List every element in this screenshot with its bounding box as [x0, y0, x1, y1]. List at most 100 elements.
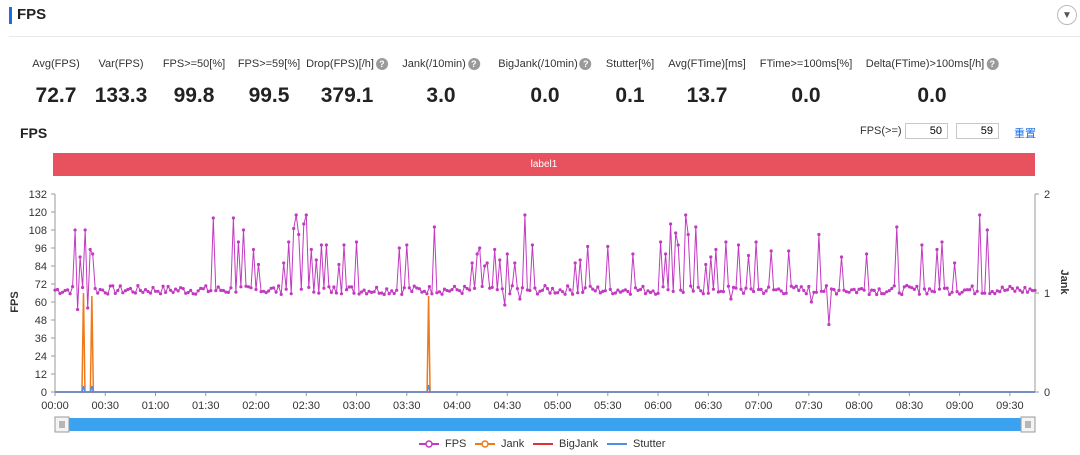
fps-point	[515, 287, 520, 291]
fps-point	[239, 285, 243, 289]
fps-point	[272, 286, 276, 290]
fps-point	[347, 285, 351, 289]
fps-point	[1018, 288, 1022, 292]
fps-point	[907, 285, 912, 289]
fps-point	[1005, 288, 1010, 292]
fps-point	[201, 287, 205, 291]
fps-point	[455, 288, 459, 292]
fps-point	[666, 288, 670, 292]
fps-point	[103, 291, 107, 295]
fps-point	[799, 285, 803, 289]
fps-point	[176, 289, 180, 293]
fps-point	[181, 287, 185, 291]
fps-point	[380, 291, 384, 295]
fps-point	[814, 290, 819, 294]
fps-point	[166, 284, 170, 289]
fps-point	[156, 289, 160, 293]
legend-item[interactable]: Jank	[475, 438, 524, 450]
x-tick-label: 09:30	[996, 400, 1024, 412]
fps-point	[1028, 287, 1032, 291]
x-tick-label: 00:00	[41, 400, 69, 412]
metric-label: Jank(/10min)?	[402, 58, 480, 70]
fps-point	[327, 285, 331, 289]
help-icon[interactable]: ?	[467, 58, 480, 70]
x-tick-label: 03:30	[393, 400, 421, 412]
fps-point	[169, 288, 173, 292]
fps-point	[980, 291, 984, 295]
fps-point	[573, 261, 577, 265]
fps-point	[417, 287, 421, 291]
fps-point	[460, 291, 464, 295]
fps-point	[704, 262, 708, 267]
help-icon[interactable]: ?	[986, 58, 999, 70]
legend-item[interactable]: BigJank	[533, 438, 598, 450]
section-header: FPS ▼	[0, 0, 1080, 34]
fps-point	[764, 289, 768, 293]
fps-point	[53, 288, 57, 292]
fps-point	[543, 284, 547, 288]
y2-tick-label: 2	[1044, 189, 1050, 201]
fps-point	[819, 289, 824, 293]
fps-point	[530, 243, 535, 247]
fps-point	[254, 287, 258, 292]
fps-point	[540, 288, 545, 292]
section-title: FPS	[17, 6, 47, 23]
y-tick-label: 36	[35, 333, 47, 345]
fps-point	[161, 284, 165, 288]
fps-point	[206, 290, 210, 294]
fps-point	[357, 292, 361, 296]
fps-point	[824, 284, 829, 288]
fps-point	[681, 290, 685, 294]
fps-point	[349, 285, 354, 289]
fps-point	[701, 292, 705, 296]
fps-point	[483, 264, 487, 268]
fps-point	[561, 290, 565, 294]
fps-point	[719, 289, 723, 293]
threshold-input-low[interactable]	[905, 123, 948, 139]
metric-card: FPS>=59[%] 99.5	[238, 54, 300, 108]
legend-item[interactable]: FPS	[419, 438, 466, 450]
fps-point	[623, 288, 628, 292]
help-icon[interactable]: ?	[579, 58, 592, 70]
fps-point	[148, 291, 153, 295]
help-icon[interactable]: ?	[375, 58, 388, 70]
fps-point	[970, 284, 974, 288]
fps-point	[520, 286, 525, 290]
fps-point	[581, 290, 585, 294]
fps-point	[568, 288, 572, 292]
fps-point	[596, 285, 600, 289]
legend-swatch-icon	[607, 443, 627, 445]
fps-point	[427, 285, 431, 289]
legend-swatch-icon	[419, 440, 439, 448]
fps-point	[578, 258, 582, 262]
fps-point	[184, 291, 188, 295]
fps-point	[269, 286, 273, 290]
metric-value: 0.0	[917, 84, 947, 107]
x-tick-label: 06:00	[644, 400, 672, 412]
threshold-input-high[interactable]	[956, 123, 999, 139]
fps-point	[131, 290, 135, 294]
threshold-label: FPS(>=)	[860, 125, 902, 137]
metric-value: 379.1	[320, 84, 374, 107]
fps-point	[593, 289, 597, 293]
fps-point	[842, 288, 846, 292]
fps-point	[334, 291, 338, 295]
fps-point	[709, 255, 713, 259]
fps-point	[611, 292, 615, 296]
fps-point	[628, 292, 633, 296]
fps-point	[73, 228, 77, 232]
fps-point	[741, 291, 746, 295]
fps-point	[123, 289, 127, 293]
fps-point	[264, 291, 268, 295]
y-tick-label: 120	[29, 207, 47, 219]
fps-point	[81, 285, 85, 290]
fps-point	[922, 287, 927, 291]
chevron-down-icon[interactable]: ▼	[1057, 5, 1077, 25]
x-tick-label: 02:00	[242, 400, 270, 412]
reset-link[interactable]: 重置	[1014, 128, 1036, 140]
fps-point	[430, 292, 434, 296]
legend-item[interactable]: Stutter	[607, 438, 665, 450]
fps-point	[583, 286, 587, 290]
header-divider	[9, 36, 1080, 37]
fps-point	[937, 287, 942, 291]
